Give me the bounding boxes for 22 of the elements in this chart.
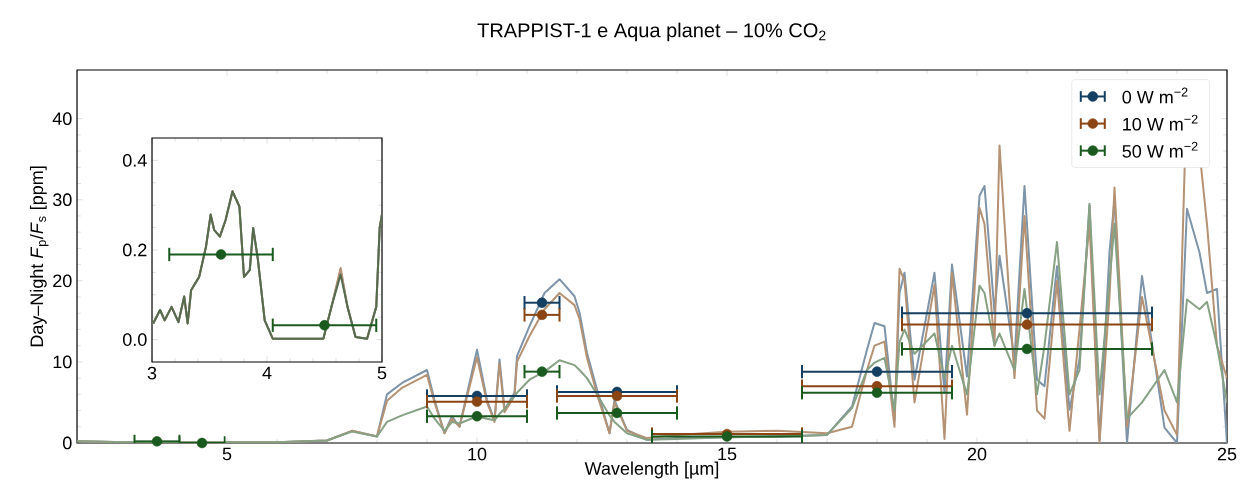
x-tick-label: 10 <box>468 447 487 461</box>
legend-label: 50 W m$^{−2}$ <box>1122 141 1198 158</box>
x-tick-label: 5 <box>377 366 387 380</box>
y-tick-label: 0 <box>63 436 72 450</box>
chart-title: TRAPPIST-1 e Aqua planet – 10% CO$_{2}$ <box>477 22 826 42</box>
legend-label: 10 W m$^{−2}$ <box>1123 114 1198 131</box>
x-axis-title: Wavelength [µm] <box>584 461 719 479</box>
y-tick-label: 0.0 <box>122 333 147 346</box>
x-tick-label: 3 <box>147 366 157 380</box>
y-tick-label: 30 <box>52 193 72 207</box>
x-tick-label: 5 <box>222 447 232 461</box>
legend-label: 0 W m$^{−2}$ <box>1122 87 1188 104</box>
x-tick-label: 20 <box>967 447 987 461</box>
y-tick-label: 0.2 <box>122 243 147 257</box>
x-tick-label: 4 <box>262 366 272 380</box>
y-tick-label: 20 <box>53 274 72 288</box>
y-tick-label: 0.4 <box>122 154 147 167</box>
x-tick-label: 25 <box>1217 447 1237 461</box>
x-tick-label: 15 <box>718 447 737 461</box>
y-tick-label: 40 <box>52 112 72 126</box>
y-axis-title: Day–Night F$_{p}$/F$_{s}$ [ppm] <box>29 166 49 347</box>
y-tick-label: 10 <box>53 355 72 369</box>
